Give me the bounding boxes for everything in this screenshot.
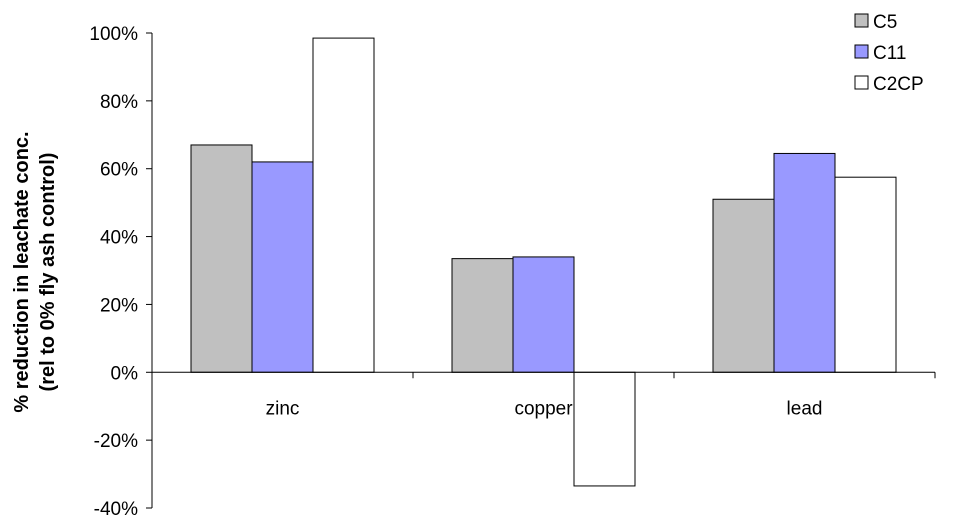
legend-swatch-c11 (854, 44, 869, 59)
bars (190, 37, 897, 487)
bar-c2cp-lead (834, 176, 897, 373)
x-tick-label: lead (787, 398, 823, 419)
x-tick-label: zinc (266, 398, 300, 419)
y-axis-title: % reduction in leachate conc. (rel to 0% … (11, 131, 59, 412)
y-tick-label: 60% (100, 160, 138, 181)
y-tick-label: -20% (94, 431, 138, 452)
legend-label-c11: C11 (873, 43, 906, 64)
bar-c5-copper (451, 258, 514, 373)
x-axis: zinc copper lead (151, 371, 936, 419)
y-tick-label: -40% (94, 499, 138, 516)
legend-label-c2cp: C2CP (873, 74, 924, 95)
bar-c5-lead (712, 198, 775, 373)
y-tick-label: 20% (100, 295, 138, 316)
y-tick-label: 0% (111, 363, 139, 384)
bar-c5-zinc (190, 144, 253, 373)
legend-label-c5: C5 (873, 12, 897, 33)
y-axis-label-line: % reduction in leachate conc. (11, 131, 33, 412)
legend-swatch-c2cp (854, 75, 869, 90)
y-tick-label: 40% (100, 228, 138, 249)
bar-c11-copper (512, 256, 575, 373)
y-axis: -40% -20% 0% 20% 40% 60% 80% 100% (89, 24, 153, 516)
y-tick-label: 80% (100, 92, 138, 113)
legend: C5 C11 C2CP (854, 12, 924, 95)
bar-c2cp-copper (573, 371, 636, 487)
bar-c11-lead (773, 152, 836, 373)
legend-swatch-c5 (854, 13, 869, 28)
x-tick-label: copper (514, 398, 573, 419)
y-tick-label: 100% (89, 24, 138, 45)
bar-c11-zinc (251, 161, 314, 373)
y-axis-label-line: (rel to 0% fly ash control) (37, 153, 59, 392)
bar-c2cp-zinc (312, 37, 375, 373)
